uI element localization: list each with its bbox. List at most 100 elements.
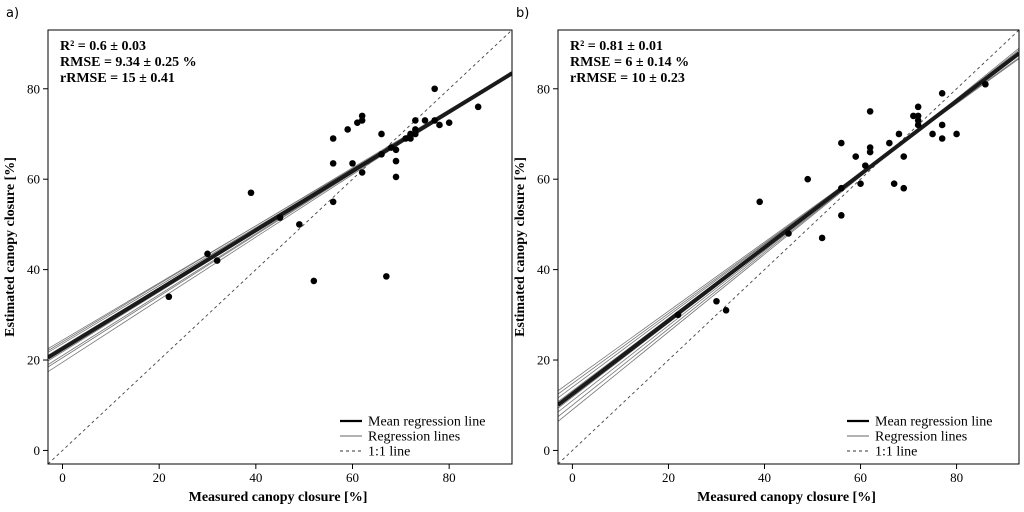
data-point-30	[431, 85, 438, 93]
data-point-17	[890, 180, 898, 188]
y-tick-label: 0	[34, 443, 41, 458]
data-point-14	[358, 117, 366, 124]
mean-regression-line	[558, 51, 1019, 407]
data-point-24	[407, 135, 414, 142]
plot-area	[558, 30, 1019, 464]
data-point-14	[866, 144, 874, 151]
data-point-22	[914, 103, 922, 111]
data-point-15	[358, 169, 366, 176]
stat-line: rRMSE = 10 ± 0.23	[570, 71, 685, 86]
data-point-9	[838, 212, 845, 219]
data-point-31	[431, 117, 438, 124]
x-tick-label: 40	[758, 470, 771, 485]
data-point-5	[296, 221, 303, 228]
data-point-19	[900, 153, 908, 160]
x-tick-label: 60	[854, 470, 867, 485]
data-point-7	[329, 135, 337, 142]
data-point-4	[785, 230, 792, 237]
data-point-13	[866, 108, 874, 115]
plot-area	[48, 30, 512, 464]
data-point-22	[392, 173, 400, 181]
data-point-33	[445, 119, 453, 126]
stat-line: RMSE = 6 ± 0.14 %	[570, 55, 689, 70]
data-point-21	[392, 157, 400, 165]
data-point-32	[436, 121, 443, 129]
stat-line: R² = 0.81 ± 0.01	[570, 39, 663, 54]
y-tick-label: 60	[27, 172, 40, 187]
data-point-25	[407, 130, 414, 138]
data-point-1	[713, 297, 720, 305]
data-point-13	[358, 112, 366, 120]
x-axis-label: Measured canopy closure [%]	[189, 490, 368, 505]
data-point-3	[247, 189, 255, 197]
legend-entry-1: Regression lines	[875, 430, 967, 445]
x-tick-label: 60	[346, 470, 359, 485]
data-point-23	[402, 135, 409, 142]
data-point-0	[674, 311, 682, 319]
data-point-28	[938, 121, 946, 129]
data-point-12	[862, 162, 869, 169]
x-tick-label: 0	[569, 470, 576, 485]
x-tick-label: 20	[662, 470, 675, 485]
y-tick-label: 80	[27, 81, 40, 96]
y-axis-label: Estimated canopy closure [%]	[3, 157, 18, 337]
data-point-6	[818, 234, 826, 242]
data-point-15	[866, 148, 874, 156]
data-point-30	[953, 130, 960, 138]
y-tick-label: 40	[27, 262, 40, 277]
data-point-9	[329, 198, 337, 206]
data-point-11	[857, 180, 864, 188]
panel-label: a)	[6, 6, 19, 21]
data-point-26	[412, 117, 419, 124]
y-tick-label: 60	[537, 172, 550, 187]
y-tick-label: 20	[537, 353, 550, 368]
stat-line: R² = 0.6 ± 0.03	[60, 39, 146, 54]
data-point-25	[914, 121, 922, 129]
stat-line: RMSE = 9.34 ± 0.25 %	[60, 55, 197, 70]
x-tick-label: 0	[59, 470, 66, 485]
panel-label: b)	[516, 6, 529, 21]
data-point-29	[421, 117, 429, 124]
data-point-20	[900, 184, 908, 192]
data-point-18	[895, 130, 903, 138]
data-point-27	[938, 89, 946, 97]
data-point-3	[756, 198, 763, 206]
data-point-27	[412, 126, 419, 133]
data-point-6	[310, 277, 318, 285]
data-point-29	[938, 135, 946, 142]
data-point-17	[378, 151, 385, 158]
y-tick-label: 20	[27, 353, 40, 368]
data-point-20	[392, 146, 400, 154]
x-tick-label: 80	[443, 470, 456, 485]
data-point-34	[474, 103, 482, 111]
stat-line: rRMSE = 15 ± 0.41	[60, 71, 175, 86]
data-point-10	[852, 153, 860, 160]
x-tick-label: 80	[950, 470, 963, 485]
y-tick-label: 40	[537, 262, 550, 277]
data-point-24	[914, 117, 922, 124]
data-point-11	[349, 160, 356, 167]
data-point-16	[378, 130, 385, 138]
data-point-4	[276, 214, 284, 221]
data-point-0	[165, 293, 173, 301]
data-point-21	[910, 112, 917, 120]
legend-entry-0: Mean regression line	[368, 415, 485, 430]
plot-frame	[47, 29, 513, 465]
panel-b: 0 20 40 60 80 0 20 40 60 80 Measured canopy closur…	[513, 6, 1020, 505]
panel-a: 0 20 40 60 80 0 20 40 60 80 Measured canopy closur…	[3, 6, 513, 505]
data-point-16	[886, 139, 893, 147]
data-point-1	[204, 250, 211, 258]
data-point-5	[804, 175, 812, 183]
data-point-7	[838, 139, 845, 147]
x-tick-label: 40	[249, 470, 262, 485]
data-point-26	[929, 130, 936, 138]
data-point-8	[329, 160, 337, 167]
data-point-18	[383, 273, 390, 280]
plot-frame	[557, 29, 1020, 465]
data-point-2	[722, 306, 730, 314]
y-axis-label: Estimated canopy closure [%]	[513, 157, 528, 337]
data-point-2	[213, 257, 221, 264]
data-point-23	[914, 112, 922, 120]
data-point-10	[344, 126, 351, 133]
